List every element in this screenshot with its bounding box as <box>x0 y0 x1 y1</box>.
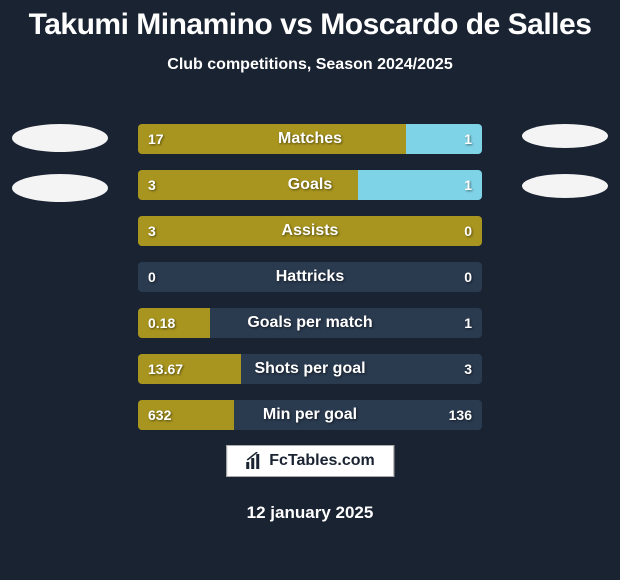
branding-badge: FcTables.com <box>226 445 394 477</box>
stat-row: 171Matches <box>138 124 482 154</box>
footer-date: 12 january 2025 <box>0 503 620 523</box>
stat-label: Matches <box>138 130 482 148</box>
player1-flag-bottom <box>12 174 108 202</box>
stats-container: 171Matches 31Goals 30Assists 00Hattricks 0.1… <box>138 124 482 446</box>
stat-label: Shots per goal <box>138 360 482 378</box>
stat-label: Assists <box>138 222 482 240</box>
stat-label: Hattricks <box>138 268 482 286</box>
player2-flag-bottom <box>522 174 608 198</box>
stat-row: 00Hattricks <box>138 262 482 292</box>
stat-row: 30Assists <box>138 216 482 246</box>
stat-row: 31Goals <box>138 170 482 200</box>
stat-label: Goals per match <box>138 314 482 332</box>
stat-row: 13.673Shots per goal <box>138 354 482 384</box>
page-subtitle: Club competitions, Season 2024/2025 <box>0 56 620 74</box>
branding-text: FcTables.com <box>269 452 375 470</box>
stat-row: 632136Min per goal <box>138 400 482 430</box>
stat-label: Goals <box>138 176 482 194</box>
player1-flag-top <box>12 124 108 152</box>
stat-label: Min per goal <box>138 406 482 424</box>
player2-flag-top <box>522 124 608 148</box>
page-title: Takumi Minamino vs Moscardo de Salles <box>0 0 620 42</box>
chart-icon <box>245 452 263 470</box>
stat-row: 0.181Goals per match <box>138 308 482 338</box>
